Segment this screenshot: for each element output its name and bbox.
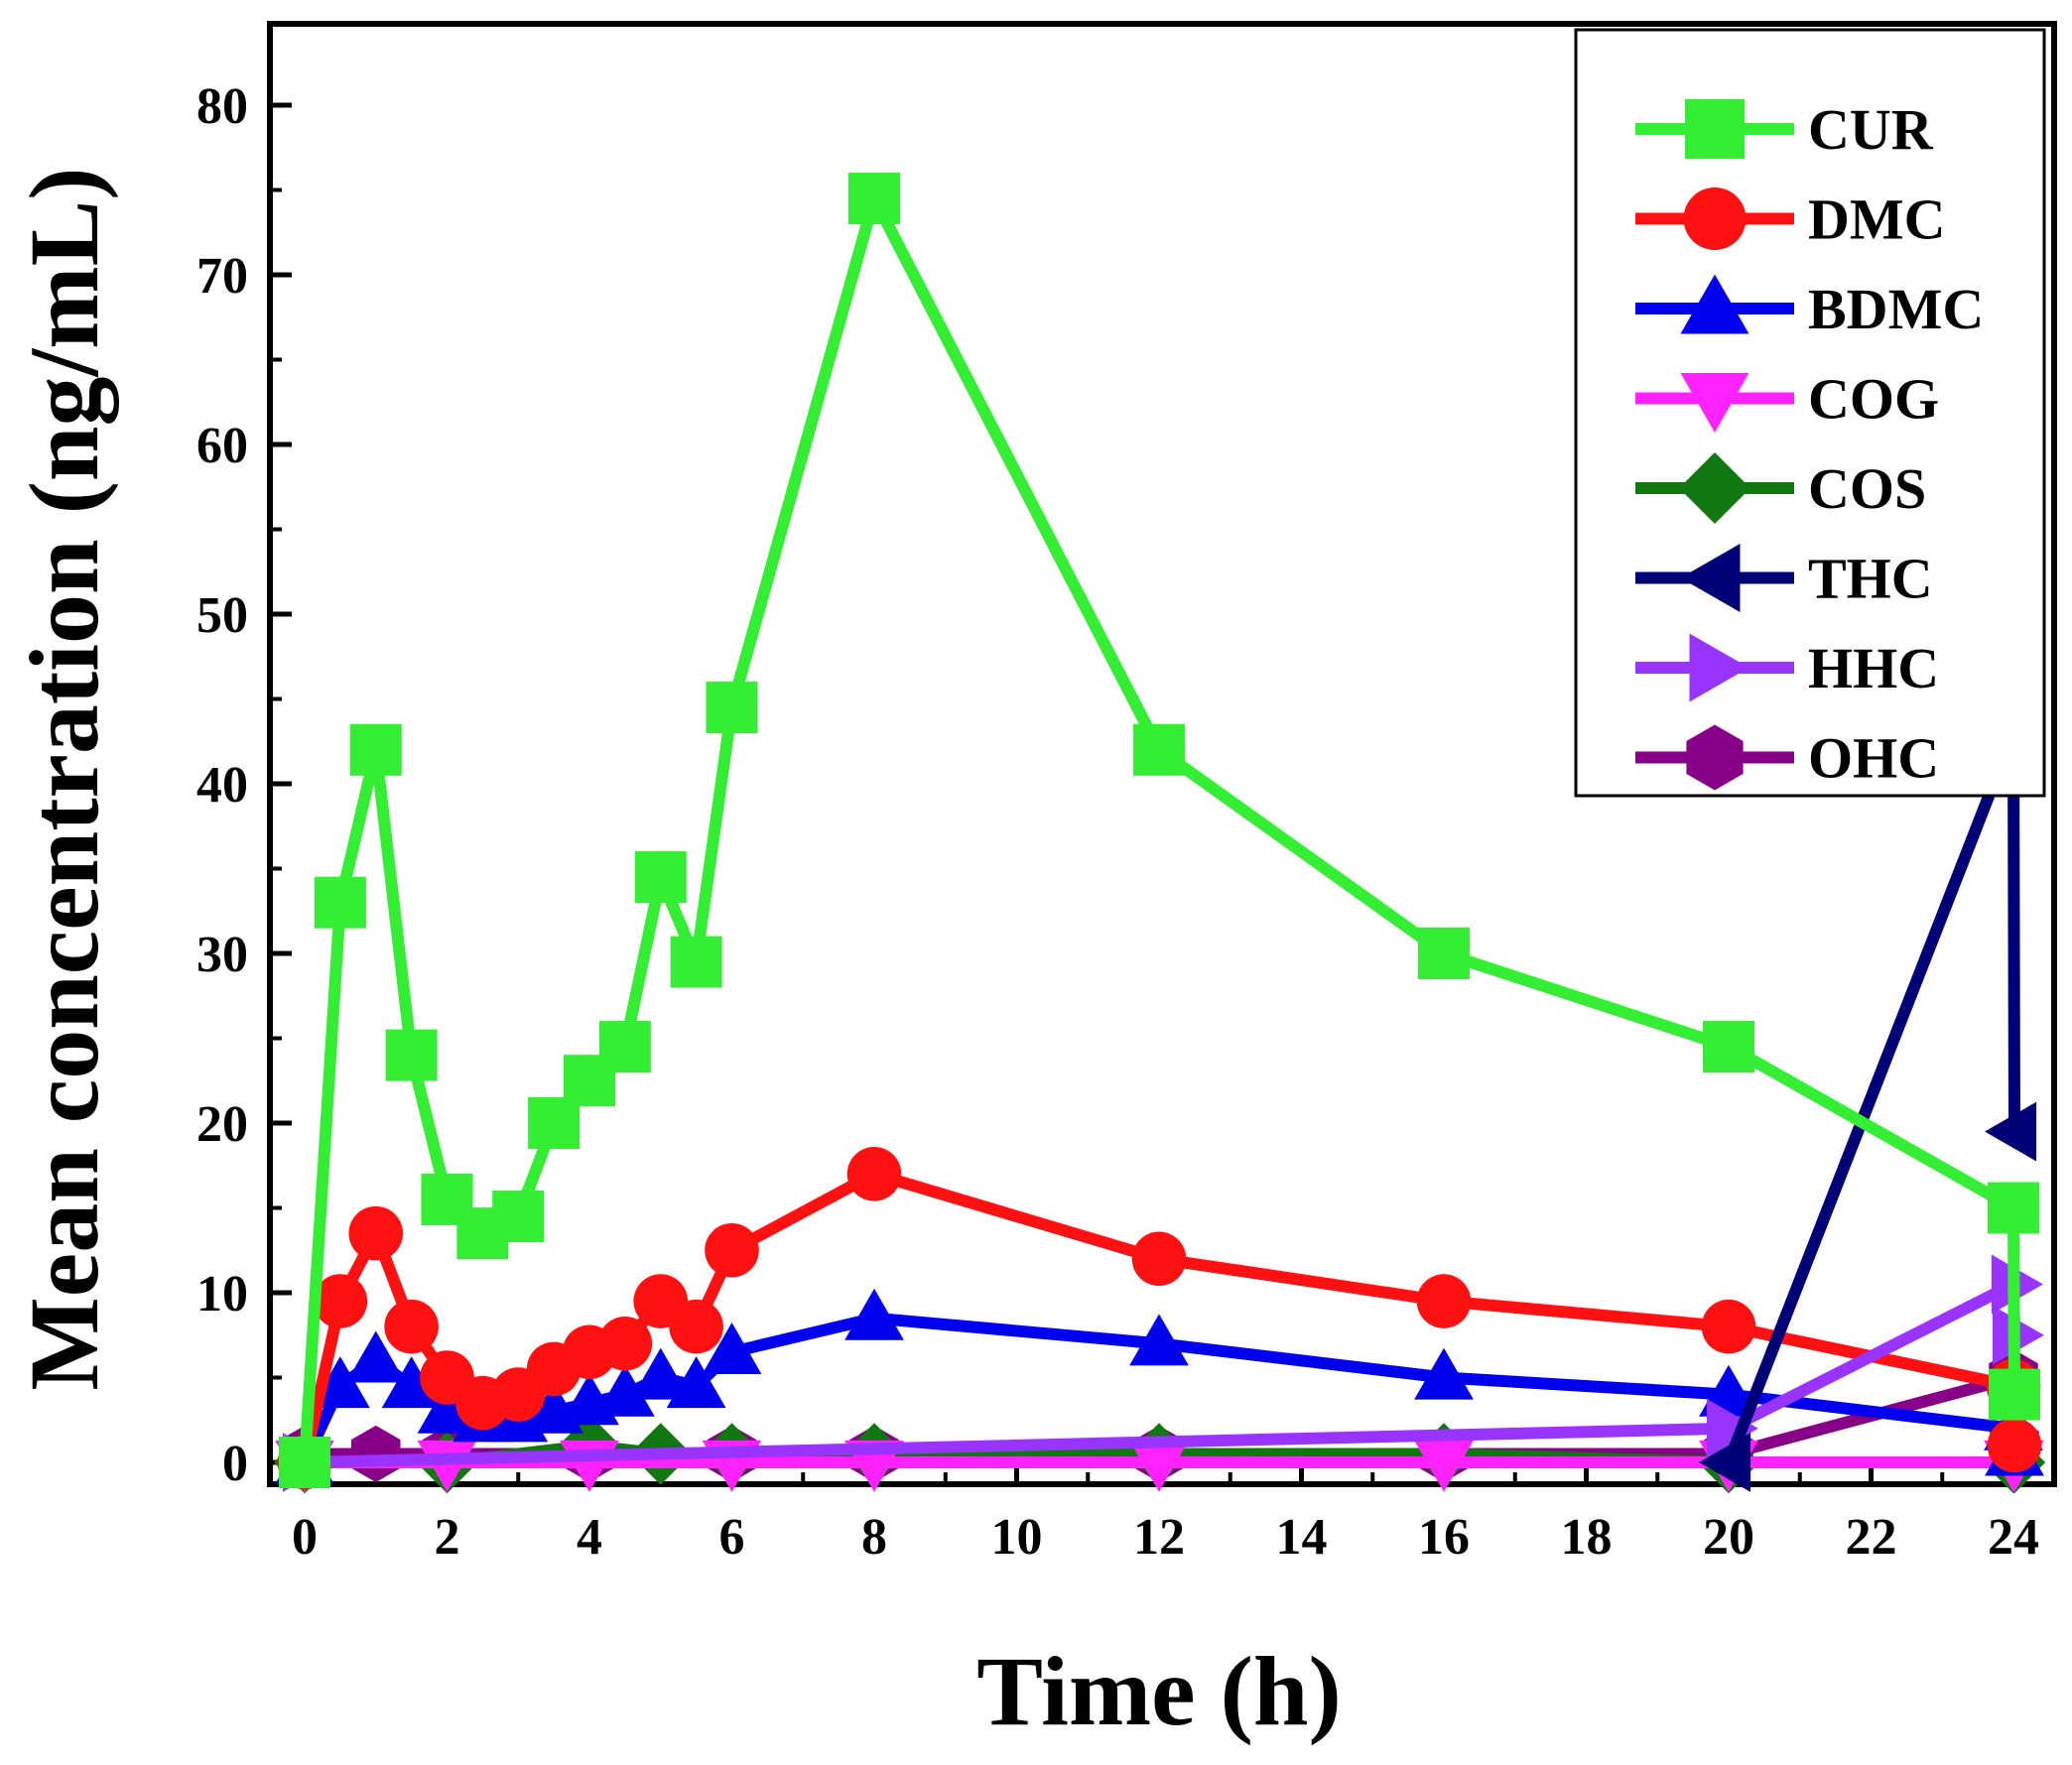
data-point-dmc [1701, 1299, 1756, 1354]
legend-label: THC [1808, 547, 1933, 611]
series-thc [1699, 702, 2037, 1492]
legend-label: CUR [1808, 97, 1934, 162]
data-point-dmc [348, 1205, 404, 1261]
x-tick-label: 2 [435, 1509, 460, 1566]
data-point-bdmc [844, 1288, 904, 1340]
x-tick-label: 4 [577, 1509, 602, 1566]
data-point-dmc [384, 1299, 439, 1354]
x-tick-label: 0 [292, 1509, 318, 1566]
legend-marker [1679, 452, 1750, 524]
data-point-bdmc [1414, 1347, 1474, 1400]
legend-label: BDMC [1808, 277, 1984, 341]
data-point-bdmc [702, 1322, 762, 1374]
legend-item-cos: COS [1635, 452, 1926, 524]
x-tick-label: 16 [1418, 1509, 1470, 1566]
data-point-ohc [350, 1425, 401, 1483]
data-point-cur [1988, 1182, 2039, 1234]
legend-marker [1686, 724, 1744, 791]
data-point-dmc [705, 1222, 759, 1278]
legend-item-hhc: HHC [1635, 633, 1939, 702]
data-point-thc [1699, 1433, 1751, 1492]
y-tick-label: 50 [196, 587, 248, 644]
data-point-hhc [1706, 1398, 1758, 1458]
data-point-dmc [597, 1317, 653, 1371]
legend-item-thc: THC [1635, 544, 1933, 612]
data-point-cog [1414, 1440, 1474, 1492]
x-tick-label: 20 [1703, 1509, 1754, 1566]
data-point-bdmc [417, 1381, 477, 1434]
data-point-dmc [1131, 1231, 1187, 1287]
data-point-thc [1985, 1101, 2037, 1162]
x-tick-label: 14 [1276, 1509, 1328, 1566]
data-point-dmc [846, 1147, 902, 1201]
series-cur [279, 173, 2040, 1488]
data-point-cur [1133, 723, 1185, 776]
y-tick-label: 20 [196, 1096, 248, 1153]
legend-item-bdmc: BDMC [1635, 274, 1984, 341]
legend: CUR DMC BDMC COG COS THC HHC OHC [1574, 28, 2046, 798]
data-point-dmc [1987, 1418, 2042, 1473]
data-point-cur [349, 723, 402, 776]
legend-item-dmc: DMC [1635, 188, 1946, 252]
legend-label: OHC [1808, 726, 1939, 791]
legend-marker [1683, 188, 1747, 250]
data-point-cur [706, 682, 758, 734]
y-tick-label: 40 [196, 757, 248, 814]
data-point-cur [279, 1437, 330, 1488]
data-point-bdmc [594, 1364, 655, 1417]
data-point-cur [1418, 928, 1470, 979]
y-tick-label: 10 [196, 1266, 248, 1323]
data-point-cur [1703, 1021, 1754, 1073]
legend-label: HHC [1808, 636, 1939, 700]
x-tick-label: 24 [1988, 1509, 2039, 1566]
data-point-cur [1989, 1368, 2040, 1421]
x-tick-label: 6 [719, 1509, 745, 1566]
legend-label: COG [1808, 367, 1939, 432]
legend-marker [1689, 633, 1749, 702]
legend-label: DMC [1808, 188, 1946, 252]
data-point-cur [598, 1021, 651, 1073]
y-tick-label: 80 [196, 78, 248, 135]
x-tick-label: 22 [1846, 1509, 1897, 1566]
x-axis-title: Time (h) [976, 1636, 1342, 1746]
data-point-cur [634, 851, 687, 904]
legend-marker [1680, 373, 1749, 433]
data-point-cur [314, 876, 366, 929]
data-point-bdmc [1129, 1314, 1189, 1366]
x-tick-label: 12 [1133, 1509, 1185, 1566]
data-point-bdmc [630, 1347, 691, 1400]
data-point-cog [1129, 1440, 1189, 1492]
data-point-dmc [669, 1299, 723, 1354]
legend-item-cog: COG [1635, 367, 1939, 433]
x-tick-label: 18 [1561, 1509, 1613, 1566]
data-point-cur [492, 1191, 545, 1243]
y-tick-label: 60 [196, 418, 248, 474]
legend-marker [1685, 99, 1745, 159]
legend-marker [1680, 544, 1741, 612]
y-tick-label: 30 [196, 927, 248, 983]
y-tick-label: 70 [196, 248, 248, 305]
data-point-cur [385, 1029, 438, 1081]
legend-label: COS [1808, 456, 1926, 521]
y-axis-title: Mean concentration (ng/mL) [9, 167, 119, 1390]
data-point-bdmc [345, 1330, 406, 1383]
data-point-bdmc [381, 1356, 442, 1409]
data-point-dmc [1416, 1274, 1472, 1328]
y-tick-label: 0 [222, 1436, 248, 1492]
data-point-cur [848, 173, 900, 225]
data-point-bdmc [666, 1356, 726, 1409]
legend-item-ohc: OHC [1635, 724, 1939, 791]
legend-item-cur: CUR [1635, 97, 1934, 162]
legend-marker [1680, 274, 1749, 334]
data-point-dmc [313, 1274, 368, 1328]
x-tick-label: 8 [861, 1509, 887, 1566]
x-tick-label: 10 [991, 1509, 1043, 1566]
data-point-cur [670, 936, 722, 988]
